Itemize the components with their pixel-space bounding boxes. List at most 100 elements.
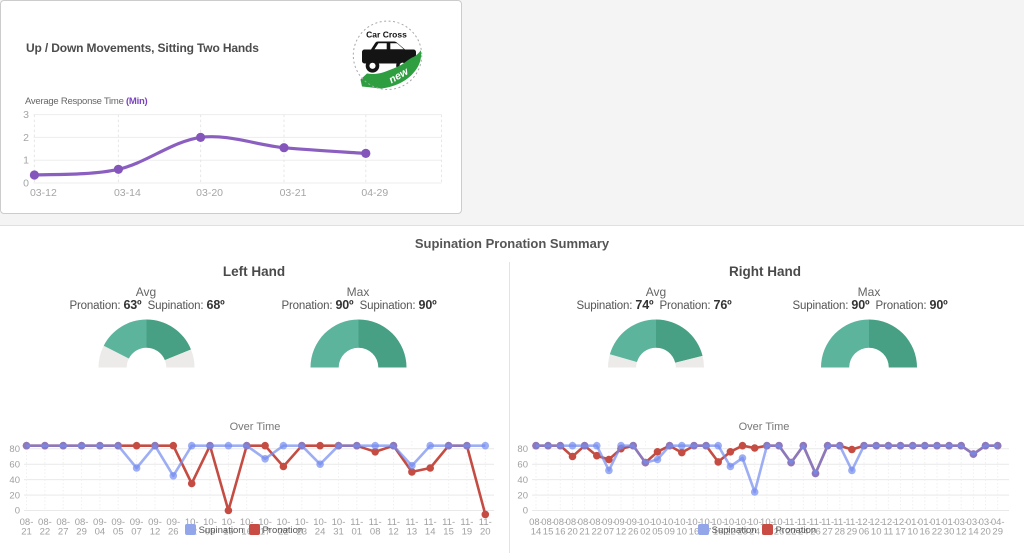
svg-text:20: 20 [567, 527, 578, 538]
svg-text:08-: 08- [529, 517, 543, 528]
svg-text:17: 17 [260, 527, 271, 538]
svg-text:0: 0 [523, 506, 528, 517]
svg-text:03-: 03- [979, 517, 993, 528]
svg-text:20: 20 [517, 490, 528, 501]
svg-text:14: 14 [425, 527, 436, 538]
svg-text:10-: 10- [663, 517, 677, 528]
svg-text:10: 10 [871, 527, 882, 538]
svg-text:03-20: 03-20 [196, 187, 223, 199]
svg-text:11-: 11- [369, 517, 382, 528]
svg-text:10-: 10- [687, 517, 701, 528]
svg-text:Car Cross: Car Cross [366, 30, 407, 40]
svg-text:12-: 12- [894, 517, 908, 528]
svg-text:09-: 09- [602, 517, 616, 528]
svg-text:22: 22 [786, 527, 797, 538]
svg-text:23: 23 [737, 527, 748, 538]
svg-text:10-: 10- [332, 517, 346, 528]
svg-text:60: 60 [9, 459, 20, 470]
svg-text:16: 16 [920, 527, 931, 538]
svg-text:05: 05 [652, 527, 663, 538]
svg-text:24: 24 [315, 527, 326, 538]
svg-text:03-12: 03-12 [30, 187, 57, 199]
svg-text:08-: 08- [566, 517, 580, 528]
svg-text:12-: 12- [869, 517, 883, 528]
svg-text:11-: 11- [424, 517, 437, 528]
svg-text:11-: 11- [442, 517, 455, 528]
svg-text:10-: 10- [748, 517, 762, 528]
svg-text:09: 09 [664, 527, 675, 538]
svg-text:10-: 10- [736, 517, 750, 528]
svg-text:12: 12 [150, 527, 161, 538]
svg-text:11-: 11- [809, 517, 822, 528]
svg-text:16: 16 [241, 527, 252, 538]
svg-text:01: 01 [352, 527, 363, 538]
svg-text:08-: 08- [578, 517, 592, 528]
svg-text:16: 16 [689, 527, 700, 538]
svg-text:26: 26 [810, 527, 821, 538]
svg-text:11: 11 [883, 527, 893, 538]
svg-text:11-: 11- [785, 517, 798, 528]
svg-text:08-: 08- [590, 517, 604, 528]
svg-text:11-: 11- [845, 517, 858, 528]
svg-text:20: 20 [480, 527, 491, 538]
svg-text:1: 1 [23, 155, 29, 167]
svg-text:08-: 08- [541, 517, 555, 528]
svg-text:02: 02 [640, 527, 651, 538]
svg-text:11-: 11- [350, 517, 363, 528]
svg-text:0: 0 [23, 178, 29, 190]
svg-text:20: 20 [980, 527, 991, 538]
svg-text:10-: 10- [240, 517, 254, 528]
svg-text:26: 26 [168, 527, 179, 538]
svg-text:08-: 08- [20, 517, 34, 528]
svg-text:08-: 08- [38, 517, 52, 528]
svg-text:27: 27 [58, 527, 69, 538]
svg-text:03-: 03- [967, 517, 981, 528]
svg-text:13: 13 [407, 527, 418, 538]
svg-text:10: 10 [907, 527, 918, 538]
svg-text:31: 31 [333, 527, 344, 538]
svg-text:10-: 10- [203, 517, 217, 528]
svg-text:06: 06 [859, 527, 870, 538]
svg-text:07: 07 [604, 527, 615, 538]
svg-text:29: 29 [992, 527, 1003, 538]
svg-text:09-: 09- [130, 517, 144, 528]
svg-text:22: 22 [40, 527, 51, 538]
svg-text:12-: 12- [857, 517, 871, 528]
svg-text:09-: 09- [614, 517, 628, 528]
svg-text:01-: 01- [942, 517, 956, 528]
svg-text:11-: 11- [821, 517, 834, 528]
svg-text:11-: 11- [405, 517, 418, 528]
svg-text:2: 2 [23, 132, 29, 144]
svg-text:80: 80 [517, 444, 528, 455]
svg-text:11-: 11- [479, 517, 492, 528]
svg-text:40: 40 [9, 475, 20, 486]
svg-text:09-: 09- [148, 517, 162, 528]
svg-text:10-: 10- [258, 517, 272, 528]
svg-text:08-: 08- [75, 517, 89, 528]
svg-text:10-: 10- [651, 517, 665, 528]
svg-text:23: 23 [297, 527, 308, 538]
svg-text:15: 15 [543, 527, 554, 538]
svg-text:30: 30 [944, 527, 955, 538]
svg-text:10-: 10- [699, 517, 713, 528]
svg-text:10-: 10- [277, 517, 291, 528]
svg-text:28: 28 [835, 527, 846, 538]
svg-text:21: 21 [21, 527, 32, 538]
svg-text:08-: 08- [553, 517, 567, 528]
svg-text:22: 22 [725, 527, 736, 538]
svg-text:10-: 10- [222, 517, 236, 528]
svg-text:09-: 09- [626, 517, 640, 528]
svg-text:21: 21 [579, 527, 590, 538]
svg-text:10-: 10- [185, 517, 199, 528]
svg-text:03-21: 03-21 [280, 187, 307, 199]
svg-text:40: 40 [517, 475, 528, 486]
svg-text:10-: 10- [772, 517, 786, 528]
svg-text:03-: 03- [954, 517, 968, 528]
svg-text:0: 0 [15, 506, 20, 517]
svg-text:17: 17 [895, 527, 906, 538]
svg-text:10-: 10- [639, 517, 653, 528]
svg-text:09-: 09- [111, 517, 125, 528]
svg-text:27: 27 [822, 527, 833, 538]
svg-text:04: 04 [95, 527, 106, 538]
svg-text:09-: 09- [166, 517, 180, 528]
